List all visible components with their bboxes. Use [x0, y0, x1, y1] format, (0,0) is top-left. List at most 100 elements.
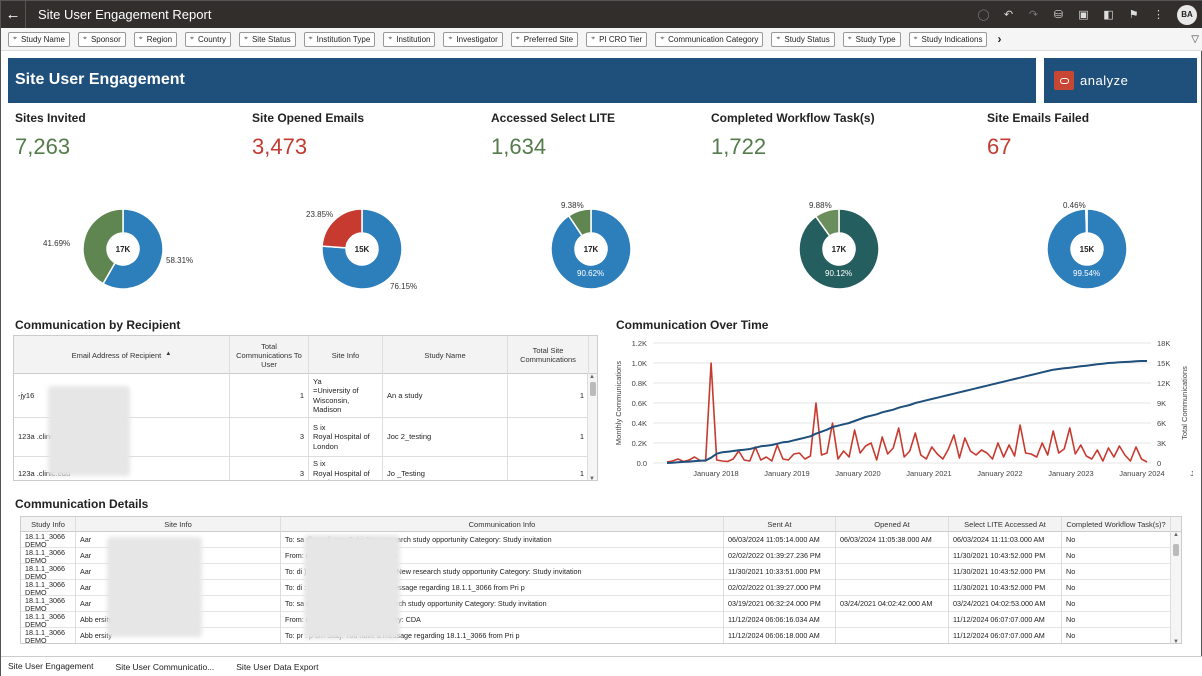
filter-chip-label: Investigator [456, 34, 498, 44]
filter-chip[interactable]: ⌖ Communication Category [655, 31, 764, 47]
cell-study: 18.1.1_3066 DEMO [21, 532, 76, 548]
y2-tick-label: 12K [1157, 379, 1170, 388]
canvas-tab[interactable]: Site User Communicatio... [115, 662, 215, 672]
x-tick-label: January 2021 [906, 469, 951, 478]
refresh-icon[interactable]: ◯ [977, 9, 990, 21]
cell-study: 18.1.1_3066 DEMO [21, 612, 76, 628]
filter-chip[interactable]: ⌖ Country [185, 31, 232, 47]
donut-slice-large[interactable] [321, 208, 403, 290]
user-avatar[interactable]: BA [1177, 4, 1197, 25]
filter-chip[interactable]: ⌖ Region [133, 31, 178, 47]
cell-comm: To: di : pr com Subj: You have a message… [281, 580, 724, 596]
filter-bar: ⌖ Study Name ⌖ Sponsor ⌖ Region ⌖ Country ⌖ Site … [1, 28, 1202, 51]
y2-axis-title: Total Communications [1180, 366, 1189, 440]
cell-study: 18.1.1_3066 DEMO [21, 564, 76, 580]
col-communication-info[interactable]: Communication Info [281, 517, 724, 532]
cell-study: 18.1.1_3066 DEMO [21, 596, 76, 612]
donut-chart: 17K 9.38% 90.62% [511, 196, 671, 306]
donut-slice-small[interactable] [321, 208, 363, 249]
cell-study: 18.1.1_3066 DEMO [21, 548, 76, 564]
cell-study: An a study [383, 374, 508, 417]
y-tick-label: 0.0 [637, 459, 647, 468]
donut-slice-large[interactable] [550, 208, 632, 290]
filter-chip-label: Study Indications [921, 34, 983, 44]
donut-slice-small[interactable] [82, 208, 124, 285]
canvas-tab[interactable]: Site User Data Export [236, 662, 319, 672]
table-row[interactable]: -jy16 1 Ya =University of Wisconsin, Madis… [14, 374, 589, 418]
filter-chip[interactable]: ⌖ PI CRO Tier [586, 31, 648, 47]
filter-chip-label: Preferred Site [523, 34, 574, 44]
filter-chip[interactable]: ⌖ Preferred Site [510, 31, 579, 47]
undo-icon[interactable]: ↶ [1003, 9, 1014, 21]
recipient-scrollbar[interactable]: ▲ ▼ [587, 374, 597, 480]
filter-chip[interactable]: ⌖ Study Indications [908, 31, 988, 47]
pin-icon: ⌖ [515, 35, 520, 42]
chevron-right-icon[interactable]: › [997, 32, 1002, 46]
filter-chip-label: Communication Category [668, 34, 759, 44]
filter-chip[interactable]: ⌖ Sponsor [77, 31, 126, 47]
total-communications-line[interactable] [666, 360, 1147, 464]
col-study-name[interactable]: Study Name [383, 336, 508, 374]
cell-total-site: 1 [508, 374, 589, 417]
cell-total-user: 3 [230, 457, 309, 480]
canvas-tab[interactable]: Site User Engagement [1, 657, 101, 676]
kpi-tile: Site Opened Emails 3,473 [252, 111, 364, 160]
sort-asc-icon[interactable]: ▲ [165, 351, 172, 358]
filter-chip-label: Site Status [251, 34, 291, 44]
cell-done: No [1062, 532, 1171, 548]
cell-sent: 06/03/2024 11:05:14.000 AM [724, 532, 836, 548]
comment-icon[interactable]: ▣ [1078, 9, 1089, 21]
analyze-logo: analyze [1044, 58, 1197, 103]
pin-icon: ⌖ [138, 35, 143, 42]
data-source-icon[interactable]: ⛁ [1053, 9, 1064, 21]
filter-chip[interactable]: ⌖ Site Status [239, 31, 296, 47]
filter-chip[interactable]: ⌖ Investigator [443, 31, 503, 47]
recipient-section-title: Communication by Recipient [15, 318, 181, 332]
communication-over-time-chart: 0.0 0.2K 0.4K 0.6K 0.8K 1.0K 1.2K 0 3K 6K 9K 12K 15K… [614, 339, 1193, 478]
kpi-label: Completed Workflow Task(s) [711, 111, 875, 125]
col-lite-accessed-at[interactable]: Select LITE Accessed At [949, 517, 1062, 532]
cell-site: Aar [76, 548, 281, 564]
filter-chip[interactable]: ⌖ Study Type [842, 31, 901, 47]
col-opened-at[interactable]: Opened At [836, 517, 949, 532]
donut-slice-large[interactable] [798, 208, 880, 290]
col-site-info[interactable]: Site Info [309, 336, 383, 374]
filter-funnel-icon[interactable]: ▽ [1191, 33, 1199, 45]
col-total-site[interactable]: Total Site Communications [508, 336, 589, 374]
present-icon[interactable]: ◧ [1103, 9, 1114, 21]
col-study-info[interactable]: Study Info [21, 517, 76, 532]
donut-svg: 17K [550, 208, 632, 290]
cell-lite: 03/24/2021 04:02:53.000 AM [949, 596, 1062, 612]
col-sent-at[interactable]: Sent At [724, 517, 836, 532]
x-tick-label: January 2025 [1190, 469, 1193, 478]
donut-slice-small[interactable] [567, 208, 592, 237]
filter-chip[interactable]: ⌖ Institution [383, 31, 436, 47]
col-completed-workflow[interactable]: Completed Workflow Task(s)? [1062, 517, 1171, 532]
cell-comm: To: di ): jlofton@gobalto.com Subj: New … [281, 564, 724, 580]
col-total-user[interactable]: Total Communications To User [230, 336, 309, 374]
filter-chip[interactable]: ⌖ Institution Type [303, 31, 376, 47]
donut-slice-small[interactable] [814, 208, 840, 238]
table-row[interactable]: 18.1.1_3066 DEMO Abb ersity To: pr : p om … [21, 628, 1171, 643]
cell-lite: 06/03/2024 11:11:03.000 AM [949, 532, 1062, 548]
back-arrow-icon[interactable]: ← [5, 6, 21, 23]
bookmark-icon[interactable]: ⚑ [1128, 9, 1139, 21]
more-icon[interactable]: ⋮ [1153, 9, 1164, 21]
redo-icon[interactable]: ↷ [1028, 9, 1039, 21]
donut-slice-large[interactable] [1046, 208, 1128, 290]
table-row[interactable]: 18.1.1_3066 DEMO Aar To: sa @gmail.com Sub… [21, 532, 1171, 548]
details-scrollbar[interactable]: ▲ ▼ [1170, 532, 1181, 643]
col-email[interactable]: Email Address of Recipient ▲ [14, 336, 230, 374]
pin-icon: ⌖ [13, 35, 17, 42]
title-separator [25, 1, 26, 28]
kpi-label: Accessed Select LITE [491, 111, 616, 125]
col-site-info[interactable]: Site Info [76, 517, 281, 532]
redacted-email [48, 386, 130, 476]
filter-chip[interactable]: ⌖ Study Name [8, 31, 70, 47]
donut-large-pct: 58.31% [166, 256, 194, 265]
donut-slice-small[interactable] [1085, 208, 1088, 234]
donut-slice-large[interactable] [102, 208, 164, 290]
pin-icon: ⌖ [847, 35, 852, 42]
filter-chip[interactable]: ⌖ Study Status [771, 31, 835, 47]
monthly-communications-line[interactable] [666, 362, 1148, 463]
